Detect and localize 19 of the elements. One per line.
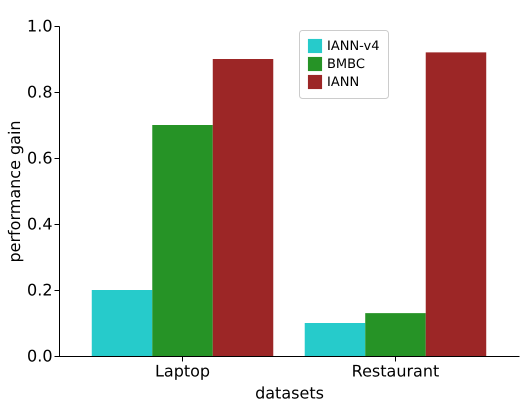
legend-label: BMBC — [327, 57, 365, 72]
x-tick-label: Laptop — [154, 362, 210, 380]
bar — [304, 323, 366, 356]
x-axis-title: datasets — [255, 384, 324, 400]
y-tick-label: 0.0 — [27, 346, 52, 366]
bar — [426, 52, 486, 356]
y-tick-label: 0.8 — [27, 82, 52, 102]
y-tick-label: 0.2 — [27, 280, 52, 300]
x-tick-label: Restaurant — [352, 362, 440, 380]
y-tick-label: 1.0 — [27, 16, 52, 36]
legend-label: IANN-v4 — [327, 39, 380, 54]
legend-label: IANN — [327, 75, 360, 90]
bar — [152, 125, 213, 356]
y-tick-label: 0.6 — [27, 148, 52, 168]
y-axis-title: performance gain — [5, 120, 24, 263]
bar — [92, 290, 152, 356]
bar — [212, 59, 274, 356]
bar — [365, 313, 426, 356]
y-tick-label: 0.4 — [27, 214, 52, 234]
